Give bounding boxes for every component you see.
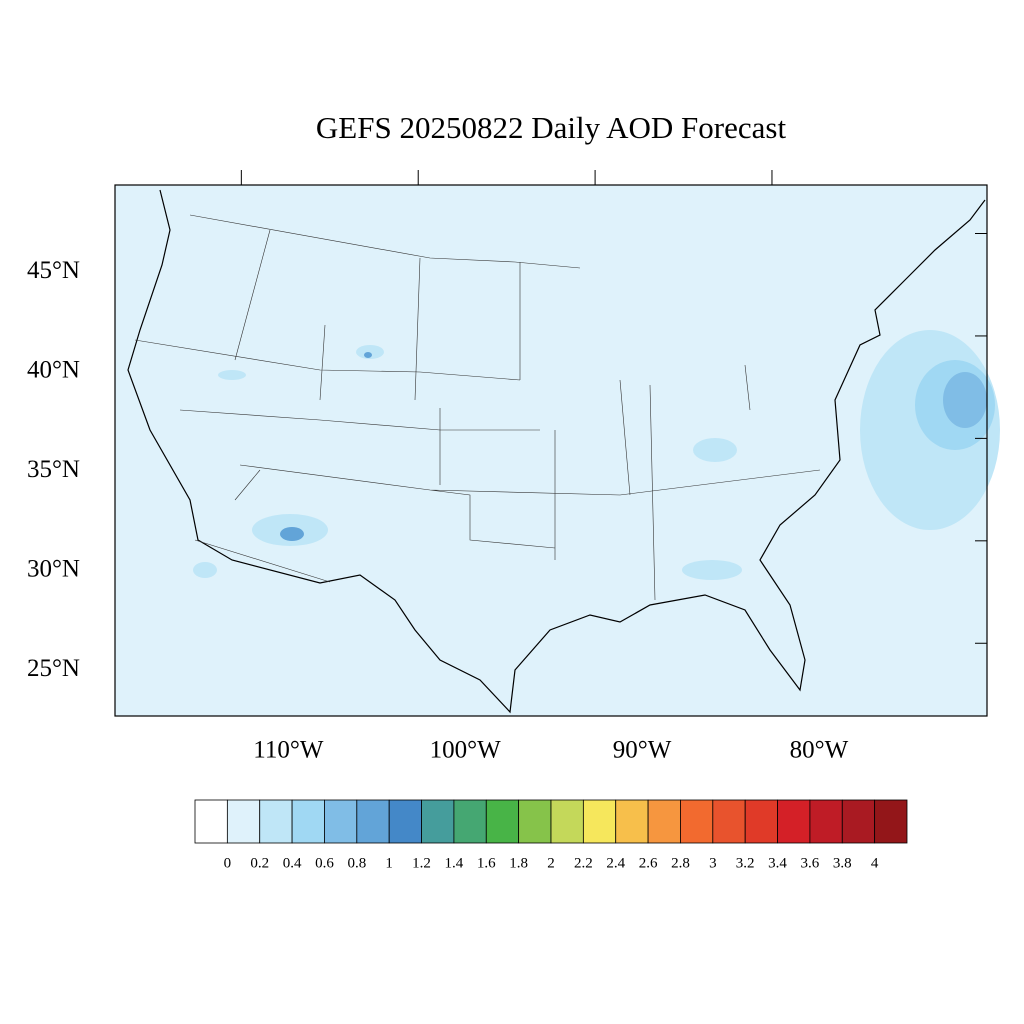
- colorbar-swatch: [518, 799, 552, 844]
- lon-label: 110°W: [253, 737, 324, 764]
- map: [114, 184, 1000, 717]
- lat-label: 40°N: [27, 357, 80, 384]
- colorbar: 0 0.2 0.4 0.6 0.8 1 1.2 1.4 1.6 1.8 2 2.2 2.4 2.6 2.8 3…: [194, 799, 908, 871]
- colorbar-swatch: [744, 799, 778, 844]
- colorbar-swatch: [259, 799, 293, 844]
- colorbar-label: 4: [871, 855, 879, 871]
- lon-label: 100°W: [430, 737, 501, 764]
- colorbar-swatch: [841, 799, 876, 844]
- colorbar-swatch: [194, 799, 228, 844]
- colorbar-label: 1.4: [445, 855, 464, 871]
- colorbar-label: 2: [547, 855, 555, 871]
- colorbar-label: 3.8: [833, 855, 852, 871]
- colorbar-swatch: [777, 799, 811, 844]
- colorbar-label: 3.2: [736, 855, 755, 871]
- colorbar-swatch: [226, 799, 261, 844]
- colorbar-swatch: [680, 799, 714, 844]
- title: GEFS 20250822 Daily AOD Forecast: [316, 110, 787, 145]
- colorbar-label: 3.4: [768, 855, 787, 871]
- plume: [356, 345, 384, 359]
- lat-label: 35°N: [27, 456, 80, 483]
- colorbar-swatch: [809, 799, 843, 844]
- colorbar-label: 3: [709, 855, 717, 871]
- state-borders: [134, 214, 821, 601]
- colorbar-label: 0.2: [250, 855, 269, 871]
- colorbar-swatch: [421, 799, 455, 844]
- colorbar-swatch: [647, 799, 681, 844]
- colorbar-label: 0.4: [283, 855, 302, 871]
- colorbar-swatch: [582, 799, 617, 844]
- plume: [218, 370, 246, 380]
- colorbar-label: 1.8: [509, 855, 528, 871]
- colorbar-label: 0.6: [315, 855, 334, 871]
- colorbar-swatch: [388, 799, 422, 844]
- colorbar-swatch: [550, 799, 584, 844]
- colorbar-swatch: [485, 799, 520, 844]
- plume: [682, 560, 742, 580]
- lon-label: 80°W: [790, 737, 849, 764]
- colorbar-swatch: [324, 799, 358, 844]
- map-background: [115, 185, 987, 716]
- plume: [280, 527, 304, 541]
- colorbar-label: 2.8: [671, 855, 690, 871]
- coastline: [127, 189, 986, 714]
- lon-label: 90°W: [613, 737, 672, 764]
- colorbar-label: 0: [224, 855, 232, 871]
- colorbar-swatch: [356, 799, 390, 844]
- lat-label: 45°N: [27, 257, 80, 284]
- axes: 45°N 40°N 35°N 30°N 25°N 110°W 100°W 90°W 80°W: [27, 170, 987, 764]
- plume: [693, 438, 737, 462]
- colorbar-label: 2.4: [606, 855, 625, 871]
- colorbar-swatch: [291, 799, 325, 844]
- colorbar-swatch: [615, 799, 649, 844]
- colorbar-swatch: [874, 799, 908, 844]
- colorbar-label: 3.6: [801, 855, 820, 871]
- colorbar-swatch: [712, 799, 746, 844]
- plume: [193, 562, 217, 578]
- colorbar-label: 0.8: [347, 855, 366, 871]
- colorbar-swatch: [453, 799, 487, 844]
- colorbar-label: 1.6: [477, 855, 496, 871]
- plume: [364, 352, 372, 358]
- colorbar-label: 2.6: [639, 855, 658, 871]
- colorbar-label: 2.2: [574, 855, 593, 871]
- lat-label: 25°N: [27, 655, 80, 682]
- map-frame: [114, 184, 988, 717]
- lat-label: 30°N: [27, 556, 80, 583]
- plume: [943, 372, 987, 428]
- colorbar-label: 1.2: [412, 855, 431, 871]
- plumes: [193, 330, 1000, 580]
- colorbar-label: 1: [385, 855, 393, 871]
